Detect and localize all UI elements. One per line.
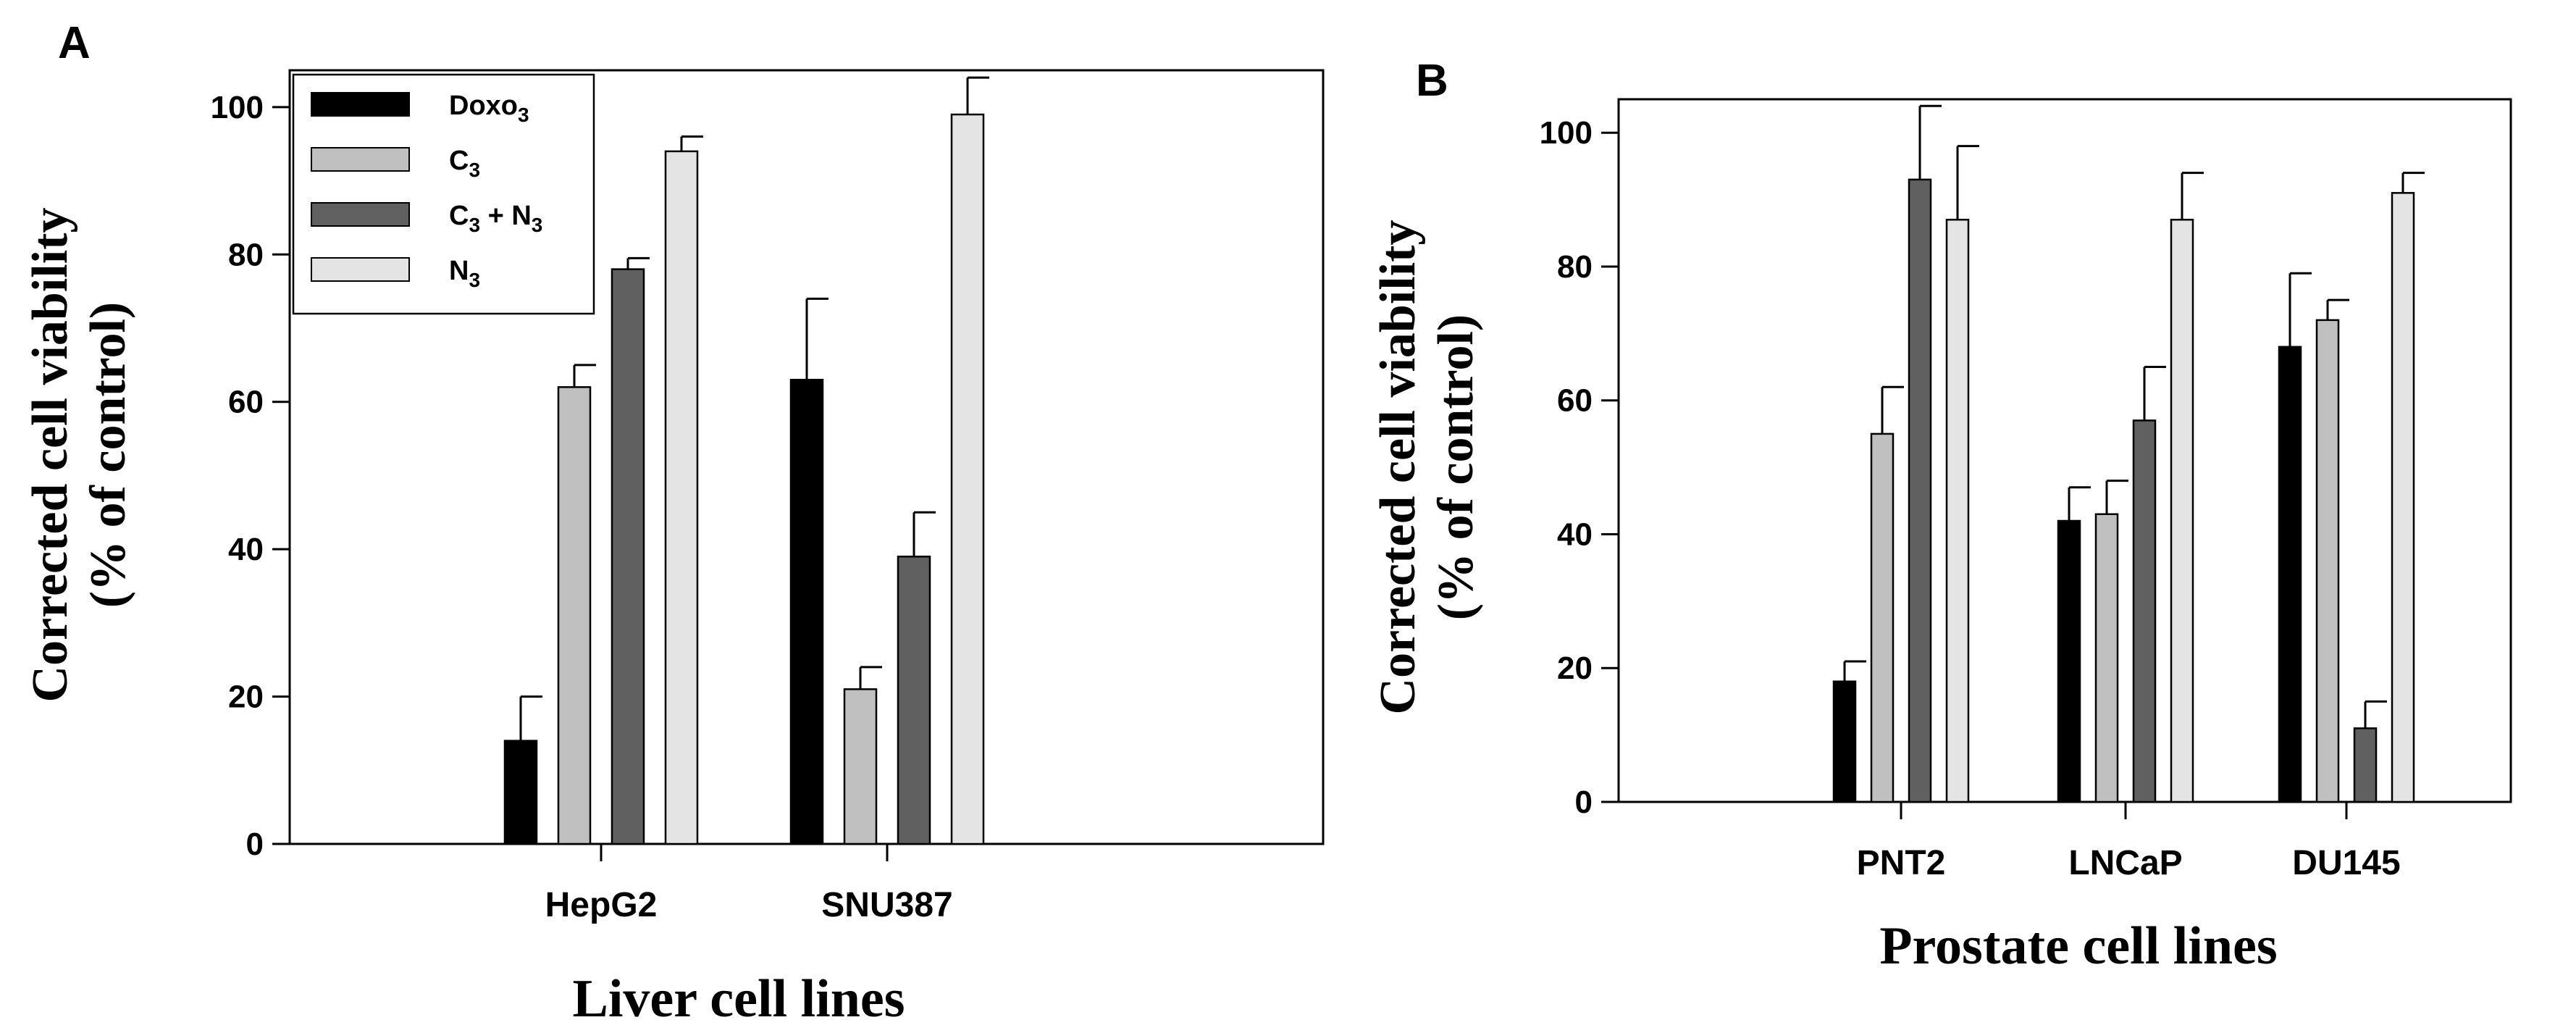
bar-c3n3-pnt2: [1908, 178, 1932, 803]
legend-label-n3: N3: [449, 256, 480, 291]
y-tick-label: 40: [1557, 516, 1593, 552]
x-tick-label: LNCaP: [2068, 844, 2182, 882]
bar-n3-lncap: [2170, 219, 2194, 803]
panel-a-ylabel-line2: (% of control): [80, 302, 136, 608]
legend-swatch-c3: [311, 147, 410, 172]
legend-label-c3n3: C3 + N3: [449, 201, 542, 236]
panel-b-xlabel: Prostate cell lines: [1879, 916, 2277, 976]
bar-doxo3-snu387: [789, 378, 824, 845]
y-tick-label: 20: [228, 679, 264, 715]
panel-b-ylabel-line2: (% of control): [1428, 314, 1484, 621]
bar-doxo3-pnt2: [1832, 680, 1857, 803]
panel-a-y-ticks: 0 20 40 60 80 100: [211, 90, 290, 862]
bar-c3-pnt2: [1870, 432, 1895, 803]
x-tick-label: DU145: [2292, 844, 2400, 882]
y-tick-label: 20: [1557, 651, 1593, 686]
x-tick-label: PNT2: [1857, 844, 1946, 882]
legend-swatch-doxo3: [311, 92, 410, 117]
panel-a-letter: A: [58, 18, 91, 68]
y-tick-label: 100: [211, 90, 264, 125]
bar-n3-snu387: [950, 113, 985, 845]
y-tick-label: 60: [1557, 383, 1593, 419]
bar-c3-snu387: [843, 688, 878, 845]
bar-c3n3-snu387: [897, 556, 931, 845]
bar-c3-hepg2: [557, 386, 592, 845]
panel-b-bars: [1832, 104, 2425, 803]
panel-b-x-ticks: PNT2 LNCaP DU145: [1857, 802, 2401, 882]
legend-label-c3: C3: [449, 146, 480, 181]
legend-swatch-c3n3: [311, 202, 410, 227]
y-tick-label: 60: [228, 385, 264, 420]
bar-n3-hepg2: [664, 150, 699, 845]
panel-a-ylabel-line1: Corrected cell viability: [22, 208, 78, 703]
bar-doxo3-hepg2: [503, 740, 538, 845]
y-tick-label: 0: [1575, 785, 1593, 820]
bar-n3-pnt2: [1945, 219, 1970, 803]
panel-b: B 0 20 40 60 80 100 PNT2 LNCaP DU145 Corrected …: [1370, 56, 2512, 976]
y-tick-label: 40: [228, 532, 264, 567]
y-tick-label: 80: [228, 237, 264, 272]
panel-b-ylabel-line1: Corrected cell viability: [1370, 220, 1426, 715]
bar-c3n3-hepg2: [611, 268, 645, 845]
panel-a-x-ticks: HepG2 SNU387: [545, 844, 953, 924]
y-tick-label: 100: [1540, 115, 1593, 151]
x-tick-label: HepG2: [545, 886, 658, 924]
legend-swatch-n3: [311, 257, 410, 282]
bar-c3-lncap: [2094, 513, 2119, 803]
bar-doxo3-lncap: [2057, 519, 2081, 803]
bar-c3-du145: [2315, 319, 2340, 803]
legend-label-doxo3: Doxo3: [449, 91, 529, 126]
bar-c3n3-du145: [2353, 727, 2378, 803]
panel-a-xlabel: Liver cell lines: [573, 969, 905, 1029]
x-tick-label: SNU387: [821, 886, 952, 924]
panel-b-y-ticks: 0 20 40 60 80 100: [1540, 115, 1619, 820]
bar-c3n3-lncap: [2132, 419, 2157, 803]
panel-a: A 0 20 40 60 80 100 HepG2 SNU387 Corrected cel…: [22, 18, 1325, 1029]
panel-a-bars: [503, 76, 989, 845]
y-tick-label: 80: [1557, 249, 1593, 285]
bar-doxo3-du145: [2278, 346, 2302, 803]
panel-b-letter: B: [1416, 56, 1448, 106]
legend: Doxo3 C3 C3 + N3 N3: [292, 73, 595, 315]
bar-n3-du145: [2391, 192, 2415, 803]
y-tick-label: 0: [246, 827, 264, 862]
